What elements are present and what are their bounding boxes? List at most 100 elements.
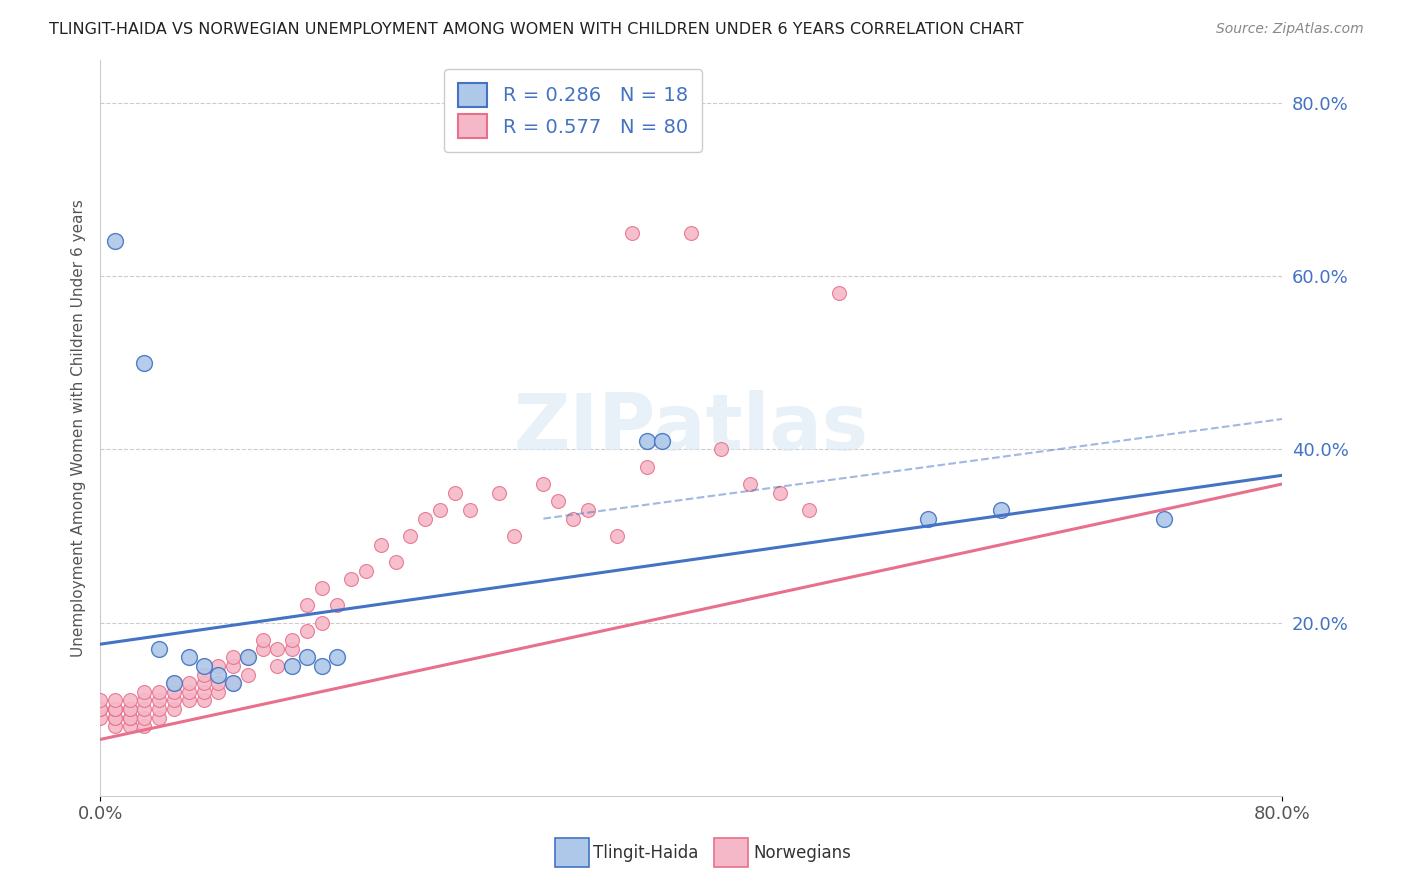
Text: TLINGIT-HAIDA VS NORWEGIAN UNEMPLOYMENT AMONG WOMEN WITH CHILDREN UNDER 6 YEARS : TLINGIT-HAIDA VS NORWEGIAN UNEMPLOYMENT … [49,22,1024,37]
Point [1153,511,1175,525]
Point [134,711,156,725]
Point [252,641,274,656]
Point [118,711,141,725]
Point [576,503,599,517]
Point [917,511,939,525]
Point [651,434,673,448]
Point [89,711,111,725]
Point [828,286,851,301]
Point [89,693,111,707]
Point [636,434,658,448]
Point [636,459,658,474]
Point [193,658,215,673]
Point [222,650,245,665]
Point [163,702,186,716]
Point [295,599,318,613]
Point [354,564,377,578]
Point [104,719,127,733]
Y-axis label: Unemployment Among Women with Children Under 6 years: Unemployment Among Women with Children U… [72,199,86,657]
Point [118,693,141,707]
Point [104,711,127,725]
Point [621,226,644,240]
Point [740,477,762,491]
Point [163,676,186,690]
Point [163,676,186,690]
Point [384,555,406,569]
Point [134,356,156,370]
Point [193,676,215,690]
Point [163,685,186,699]
Text: Norwegians: Norwegians [754,844,852,862]
Point [104,702,127,716]
Point [134,693,156,707]
Point [236,667,259,681]
Point [148,685,170,699]
Point [458,503,481,517]
Point [681,226,703,240]
Point [295,650,318,665]
Point [429,503,451,517]
Point [266,658,288,673]
Point [311,615,333,630]
Point [207,667,229,681]
Text: Tlingit-Haida: Tlingit-Haida [593,844,699,862]
Point [547,494,569,508]
Point [207,658,229,673]
Point [222,676,245,690]
Point [104,702,127,716]
Point [266,641,288,656]
Point [222,658,245,673]
Point [531,477,554,491]
Point [104,702,127,716]
Point [769,485,792,500]
Point [104,711,127,725]
Point [325,599,347,613]
Point [148,693,170,707]
Point [236,650,259,665]
Point [118,702,141,716]
Point [134,719,156,733]
Point [222,676,245,690]
Point [134,702,156,716]
Point [177,693,200,707]
Point [236,650,259,665]
Point [325,650,347,665]
Point [177,685,200,699]
Point [443,485,465,500]
Point [89,702,111,716]
Point [281,641,304,656]
Point [148,641,170,656]
Point [148,711,170,725]
Point [193,685,215,699]
Point [193,693,215,707]
Point [207,685,229,699]
Point [207,676,229,690]
Point [252,632,274,647]
Point [710,442,733,457]
Text: Source: ZipAtlas.com: Source: ZipAtlas.com [1216,22,1364,37]
Point [606,529,628,543]
Point [118,702,141,716]
Point [89,702,111,716]
Point [134,685,156,699]
Text: ZIPatlas: ZIPatlas [513,390,869,466]
Point [118,719,141,733]
Point [163,693,186,707]
Point [177,676,200,690]
Point [193,667,215,681]
Point [413,511,436,525]
Point [990,503,1012,517]
Point [281,632,304,647]
Point [177,650,200,665]
Point [281,658,304,673]
Point [502,529,524,543]
Point [562,511,585,525]
Point [148,702,170,716]
Point [311,658,333,673]
Point [295,624,318,639]
Point [799,503,821,517]
Point [118,711,141,725]
Point [311,581,333,595]
Point [104,235,127,249]
Point [399,529,422,543]
